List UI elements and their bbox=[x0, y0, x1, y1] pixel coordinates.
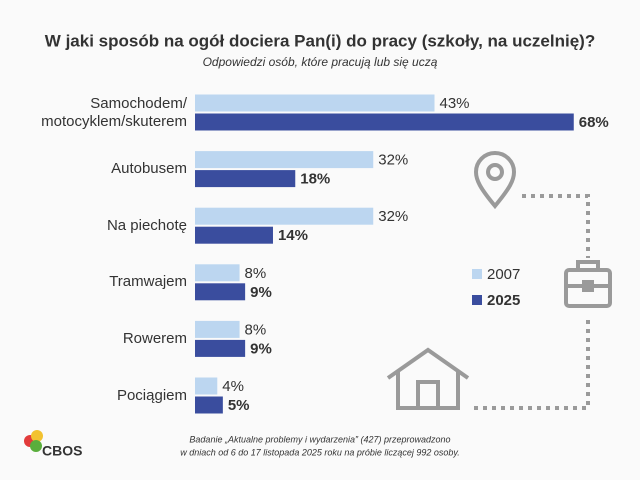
legend-label: 2007 bbox=[487, 266, 520, 283]
note: w dniach od 6 do 17 listopada 2025 roku … bbox=[180, 447, 460, 457]
source-logo-text: CBOS bbox=[42, 443, 82, 459]
value-label: 32% bbox=[378, 208, 408, 225]
category-label: Na piechotę bbox=[106, 216, 187, 234]
bar bbox=[195, 113, 574, 131]
value-label: 9% bbox=[250, 284, 272, 301]
category-label: Rowerem bbox=[122, 329, 187, 347]
category-label: Autobusem bbox=[111, 160, 187, 178]
value-label: 9% bbox=[250, 340, 272, 357]
bar bbox=[195, 151, 374, 169]
category-label: Pociągiem bbox=[116, 386, 187, 404]
bar bbox=[195, 320, 240, 338]
value-label: 4% bbox=[222, 378, 244, 395]
bar bbox=[195, 264, 240, 282]
bar bbox=[195, 207, 374, 225]
category-label: Samochodem/ motocyklem/skuterem bbox=[41, 94, 187, 130]
value-label: 5% bbox=[228, 397, 250, 414]
logo bbox=[24, 430, 43, 452]
bar bbox=[195, 377, 218, 395]
legend-label: 2025 bbox=[487, 292, 520, 309]
value-label: 32% bbox=[378, 152, 408, 169]
bar bbox=[195, 396, 223, 414]
bar bbox=[195, 94, 435, 112]
legend-swatch bbox=[472, 269, 482, 279]
value-label: 68% bbox=[579, 114, 609, 131]
chart-title: W jaki sposób na ogół dociera Pan(i) do … bbox=[45, 31, 595, 50]
icons bbox=[386, 151, 612, 410]
bar bbox=[195, 339, 246, 357]
bar bbox=[195, 226, 273, 244]
legend-swatch bbox=[472, 295, 482, 305]
value-label: 14% bbox=[278, 227, 308, 244]
value-label: 8% bbox=[245, 321, 267, 338]
note: Badanie „Aktualne problemy i wydarzenia”… bbox=[189, 434, 450, 444]
chart-subtitle: Odpowiedzi osób, które pracują lub się u… bbox=[203, 55, 438, 69]
value-label: 43% bbox=[440, 95, 470, 112]
value-label: 8% bbox=[245, 265, 267, 282]
bar bbox=[195, 283, 246, 301]
bar bbox=[195, 170, 296, 188]
category-label: Tramwajem bbox=[109, 273, 187, 291]
value-label: 18% bbox=[300, 171, 330, 188]
